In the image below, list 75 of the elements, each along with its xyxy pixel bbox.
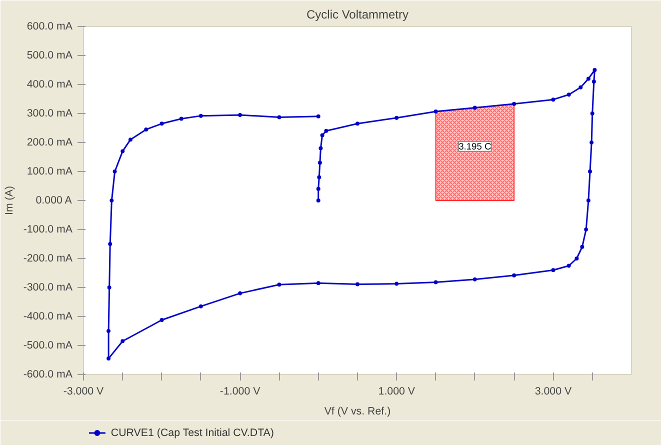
point: [238, 112, 242, 117]
point: [586, 198, 590, 202]
point: [198, 304, 203, 308]
point: [112, 170, 117, 174]
point: [106, 329, 111, 333]
point: [512, 273, 516, 278]
band-label: 3.195 C: [458, 141, 492, 152]
point: [316, 114, 320, 118]
point: [320, 133, 324, 138]
point: [160, 318, 164, 322]
y-tick-label: -400.0 mA: [23, 310, 74, 322]
y-tick-label: 200.0 mA: [26, 136, 74, 148]
x-tick-label: -3.000 V: [63, 386, 105, 398]
x-tick-label: 1.000 V: [378, 386, 416, 398]
point: [160, 122, 164, 126]
point: [512, 102, 516, 106]
point: [144, 127, 148, 132]
point: [179, 116, 184, 121]
point: [592, 80, 596, 84]
point: [592, 68, 597, 72]
point: [316, 186, 320, 191]
point: [578, 85, 583, 90]
point: [356, 282, 360, 286]
y-axis-title: Im (A): [3, 186, 16, 215]
point: [318, 160, 322, 165]
point: [472, 277, 477, 282]
y-tick-label: -100.0 mA: [23, 224, 74, 236]
point: [566, 264, 571, 268]
point: [584, 228, 588, 232]
y-tick-label: 100.0 mA: [26, 166, 74, 178]
point: [277, 115, 282, 120]
y-tick-label: 0.000 A: [36, 194, 73, 206]
point: [107, 286, 112, 290]
y-tick-label: -300.0 mA: [23, 282, 74, 294]
point: [318, 146, 323, 150]
point: [356, 122, 360, 126]
point: [120, 339, 125, 344]
point: [277, 282, 282, 287]
point: [316, 281, 320, 286]
y-tick-label: 500.0 mA: [26, 50, 74, 62]
point: [120, 149, 125, 154]
point: [590, 112, 594, 116]
y-tick-label: -200.0 mA: [23, 252, 74, 264]
point: [574, 256, 579, 260]
chart-title: Cyclic Voltammetry: [306, 8, 409, 22]
legend-label: CURVE1 (Cap Test Initial CV.DTA): [110, 427, 274, 439]
point: [106, 356, 111, 361]
point: [128, 138, 132, 142]
point: [317, 175, 322, 180]
y-tick-label: 600.0 mA: [26, 20, 74, 32]
point: [588, 170, 592, 174]
x-tick-label: -1.000 V: [220, 386, 262, 398]
point: [586, 76, 590, 81]
point: [324, 128, 328, 133]
point: [590, 140, 594, 144]
y-tick-label: 300.0 mA: [26, 108, 74, 120]
point: [110, 198, 114, 202]
point: [198, 114, 203, 118]
y-tick-label: 400.0 mA: [26, 78, 74, 90]
point: [551, 98, 556, 102]
point: [472, 106, 477, 110]
point: [566, 92, 571, 97]
y-tick-label: -500.0 mA: [23, 340, 74, 352]
x-axis-title: Vf (V vs. Ref.): [324, 406, 391, 418]
point: [434, 109, 438, 114]
point: [108, 242, 112, 246]
point: [434, 280, 438, 284]
y-tick-label: -600.0 mA: [23, 368, 74, 380]
point: [394, 116, 399, 120]
point: [580, 244, 584, 249]
point: [238, 291, 242, 296]
point: [551, 268, 556, 272]
point: [316, 198, 320, 202]
x-tick-label: 3.000 V: [534, 386, 572, 398]
point: [394, 282, 399, 286]
